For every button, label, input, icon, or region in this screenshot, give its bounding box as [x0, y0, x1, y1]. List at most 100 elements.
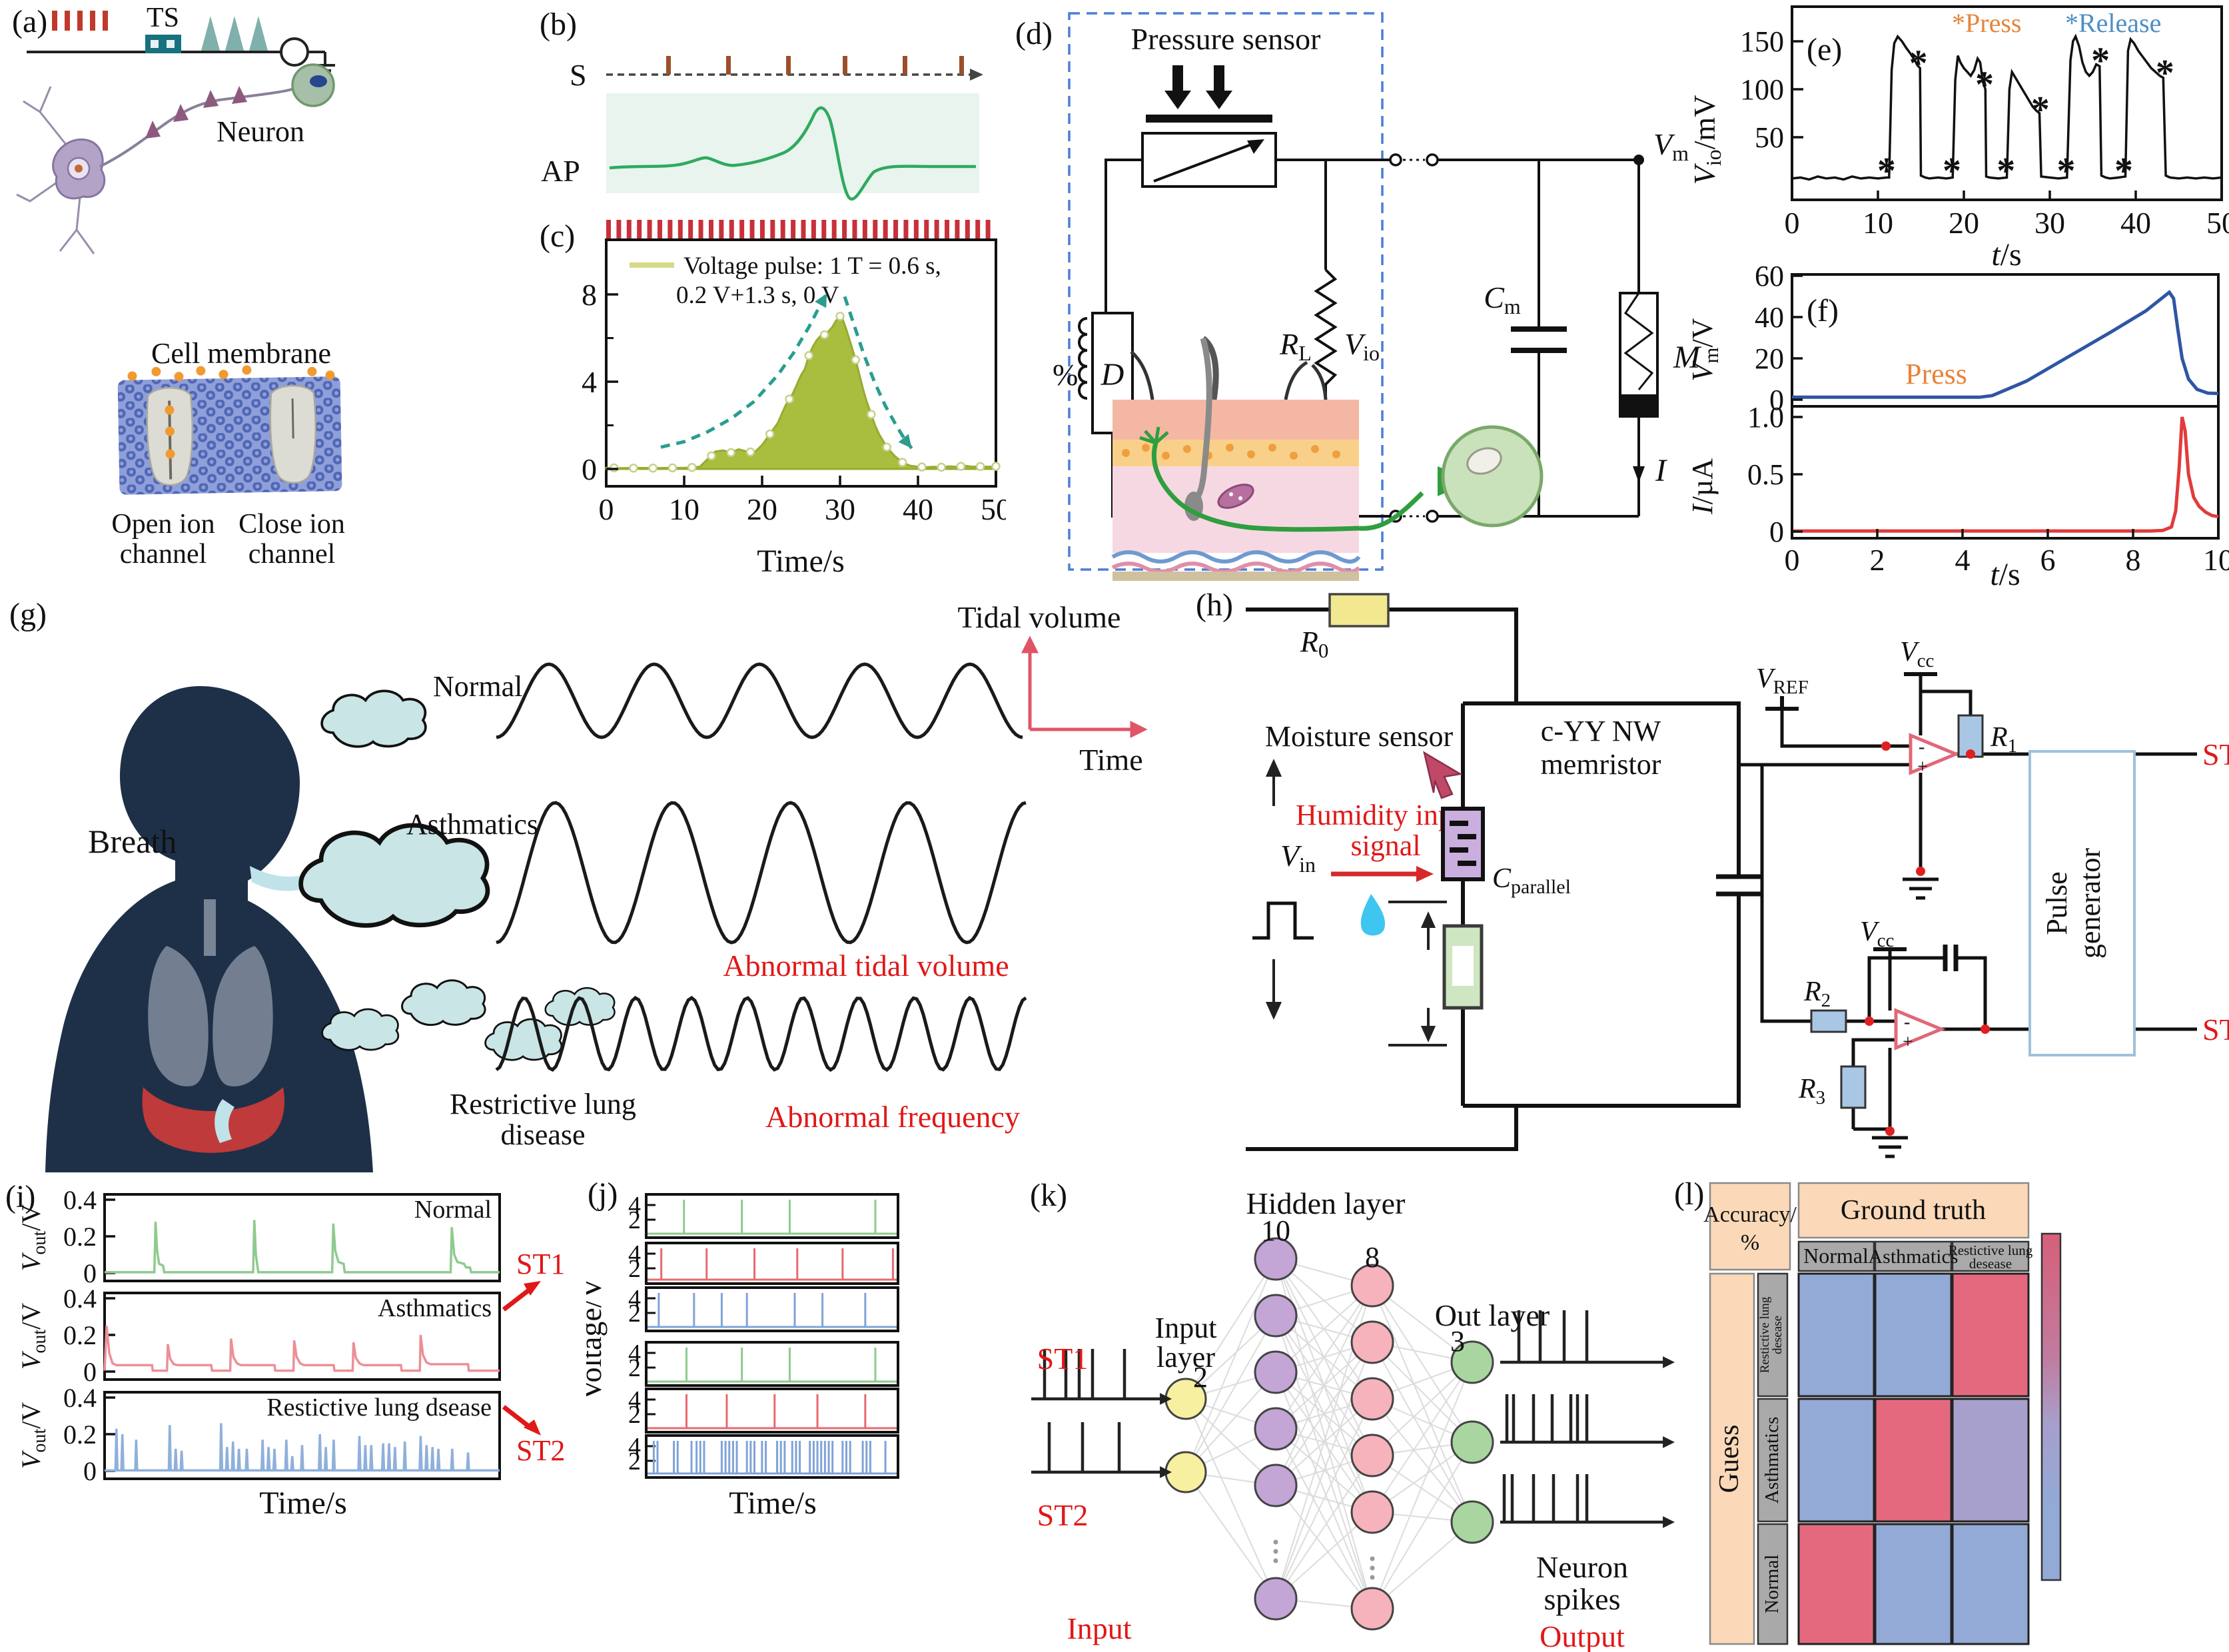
colorbar [2040, 1232, 2062, 1581]
current-arrowhead-icon [1633, 466, 1645, 482]
svg-text:8: 8 [2126, 543, 2141, 577]
svg-text:*: * [2114, 151, 2133, 192]
column-headers: Normal Asthmatics Restictive lung deseas… [1797, 1240, 2033, 1272]
variable-arrowhead-icon [1247, 139, 1264, 154]
humidity-arrow-icon [1331, 866, 1434, 882]
panel-d-label: (d) [1015, 16, 1053, 51]
close-ion-label-1: Close ion [238, 509, 345, 540]
legend-press: *Press [1952, 8, 2021, 38]
plot-frame [605, 238, 997, 488]
panel-h-label: (h) [1196, 588, 1233, 623]
svg-text:2: 2 [628, 1447, 641, 1475]
svg-text:4: 4 [628, 1433, 641, 1461]
svg-text:-: - [1904, 1012, 1910, 1032]
vin-label: Vin [1280, 839, 1316, 877]
neuron-label: Neuron [217, 115, 304, 148]
st1-arrow-icon [502, 1281, 541, 1312]
svg-text:4: 4 [628, 1386, 641, 1414]
resistor-rl-icon [1314, 268, 1338, 393]
svg-text:2: 2 [628, 1206, 641, 1234]
moisture-element-icon [1441, 807, 1485, 881]
humidity-label-2: signal [1350, 829, 1420, 862]
restrictive-label-1: Restrictive lung [450, 1088, 636, 1120]
cyy-label-1: c-YY NW [1541, 715, 1661, 747]
panel-c-label: (c) [540, 218, 575, 254]
output-spikes-icon [201, 16, 268, 51]
r0-label: R0 [1300, 625, 1328, 662]
svg-text:0: 0 [1785, 206, 1800, 240]
resistor-r0-icon [1328, 593, 1390, 627]
svg-text:*: * [2091, 40, 2110, 81]
svg-text:0: 0 [83, 1357, 97, 1387]
stimulus-arrowhead-icon [970, 69, 983, 81]
svg-text:20: 20 [747, 492, 777, 526]
capacitor-cm-icon [1511, 326, 1567, 353]
cparallel-capacitor-icon [1716, 874, 1761, 897]
svg-text:0: 0 [1785, 543, 1800, 577]
row-header-restrictive-2: desease [1771, 1316, 1785, 1354]
memristor-m-icon [1619, 292, 1659, 418]
membrane-illustration [117, 365, 342, 495]
output-label: Output [1540, 1619, 1625, 1652]
vcc1-label: Vcc [1900, 637, 1934, 671]
st2-output-label: ST2 [2202, 1013, 2229, 1046]
svg-text:-: - [1919, 737, 1925, 757]
svg-text:2: 2 [628, 1255, 641, 1283]
legend-release: *Release [2065, 8, 2161, 38]
row-headers: Restictive lung desease Asthmatics Norma… [1757, 1272, 1789, 1645]
sensor-plate [1146, 115, 1272, 123]
x-axis-label: t/s [1990, 557, 2020, 586]
comparator-2-icon: -+ [1894, 1008, 1946, 1052]
y-axis-label: Vio/mV [1692, 95, 1725, 185]
st2-route-label: ST2 [516, 1434, 565, 1467]
svg-text:0: 0 [1769, 516, 1784, 548]
col-header-restrictive-1: Restictive lung [1949, 1242, 2033, 1258]
ground-1-icon [1903, 877, 1939, 900]
panel-l-label: (l) [1674, 1176, 1704, 1212]
panel-g-breathing-patterns: (g) Breath Normal Asthmatics Restrictive… [9, 597, 1148, 1172]
person-silhouette [45, 686, 373, 1172]
svg-text:0: 0 [1769, 384, 1784, 416]
chart-c-dynamic: 0 4 8 0 10 20 30 40 50 [582, 220, 1006, 526]
ground-truth-box [1797, 1182, 2030, 1239]
panel-d-pressure-sensor-circuit: (d) Pressure sensor % D RL Vio Cm [1015, 12, 1702, 581]
ap-label: AP [541, 154, 580, 188]
svg-text:2: 2 [1870, 543, 1885, 577]
neuron-node-icon [280, 37, 309, 67]
memristor-box [1463, 701, 1741, 1108]
diaphragm-arrow-icon [215, 1099, 234, 1143]
svg-text:+: + [1917, 757, 1928, 777]
input-layer-label-2: layer [1156, 1341, 1215, 1374]
network-dynamic [1031, 1237, 1675, 1631]
guess-label: Guess [1714, 1425, 1745, 1493]
y-axis-label-3: Vout/V [16, 1402, 50, 1469]
panel-e-label: (e) [1807, 32, 1842, 67]
input-count: 2 [1193, 1361, 1208, 1394]
svg-text:150: 150 [1740, 25, 1784, 58]
percent-label: % [1053, 358, 1078, 392]
svg-text:2: 2 [628, 1300, 641, 1328]
plot-frame [1791, 5, 2223, 201]
st1-route-label: ST1 [516, 1248, 565, 1280]
pulse-generator-label-1: Pulse [2040, 871, 2073, 935]
cyy-label-2: memristor [1541, 748, 1661, 781]
y-axis-label-top: Vm/V [1692, 318, 1723, 381]
trace-title-restrictive: Restictive lung dsease [266, 1394, 492, 1422]
ion-dots-icon [127, 365, 335, 459]
pulse-generator-label-2: generator [2074, 848, 2106, 959]
cm-label: Cm [1484, 280, 1521, 318]
skin-illustration [1111, 336, 1361, 581]
svg-text:50: 50 [981, 492, 1006, 526]
press-annotation: Press [1905, 358, 1967, 390]
vref-terminal [1765, 696, 1799, 711]
device-d-label: D [1101, 357, 1124, 392]
svg-text:2: 2 [628, 1354, 641, 1382]
svg-text:4: 4 [628, 1192, 641, 1220]
pulse-generator-box [2028, 750, 2136, 1056]
resistor-r2-icon [1810, 1009, 1847, 1033]
svg-text:6: 6 [2040, 543, 2056, 577]
col-header-restrictive-2: desease [1969, 1256, 2012, 1272]
svg-text:0: 0 [599, 492, 614, 526]
